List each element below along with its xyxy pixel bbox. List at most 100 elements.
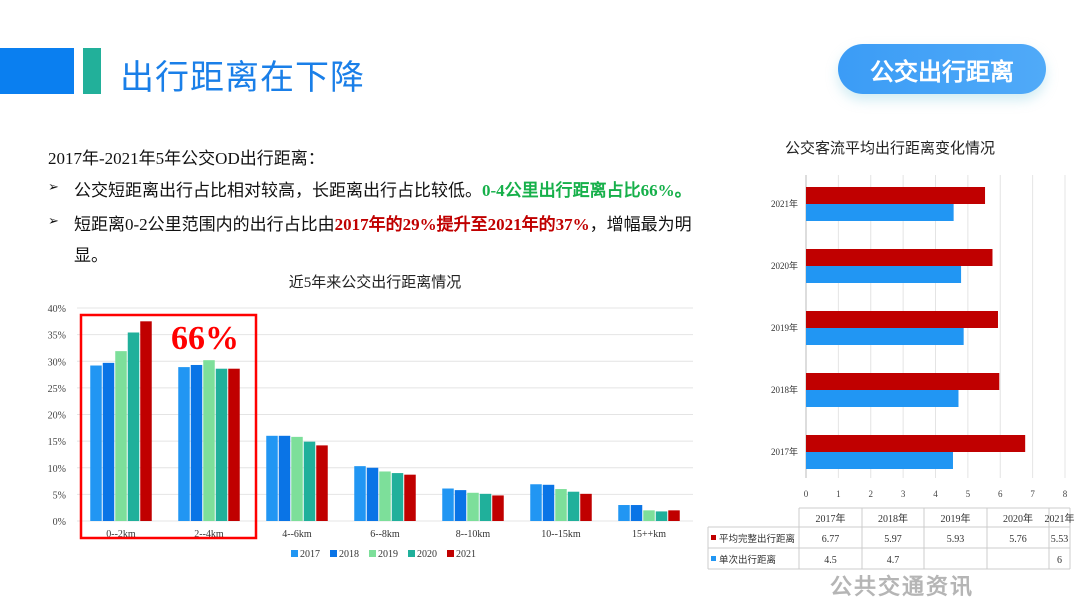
y-tick-label: 2019年 [771, 322, 798, 333]
x-tick-label: 1 [836, 489, 841, 499]
bar-2017 [178, 367, 190, 521]
bullet-2: ➢ 短距离0-2公里范围内的出行占比由2017年的29%提升至2021年的37%，… [48, 210, 692, 235]
legend-swatch [711, 535, 716, 540]
bar-2018 [454, 490, 467, 521]
bar-2021 [316, 445, 328, 521]
table-header: 2021年 [1045, 512, 1075, 525]
bar-2017 [442, 488, 454, 521]
bar-2018 [102, 362, 115, 521]
bar-2017 [354, 466, 366, 521]
bar-2020 [215, 368, 228, 521]
bar-avg-complete [806, 187, 986, 204]
table-header: 2020年 [1003, 512, 1033, 525]
bar-2018 [630, 505, 643, 521]
bullet-2-text: 短距离0-2公里范围内的出行占比由 [74, 215, 335, 234]
legend-label: 2017 [300, 549, 320, 560]
x-tick-label: 4--6km [282, 529, 312, 540]
x-tick-label: 8 [1063, 489, 1068, 499]
page-title: 出行距离在下降 [120, 58, 365, 98]
bar-2021 [668, 510, 680, 521]
x-tick-label: 2--4km [194, 529, 224, 540]
x-tick-label: 0 [804, 489, 809, 499]
y-tick-label: 20% [48, 411, 66, 422]
table-cell: 5.97 [884, 534, 902, 545]
arrow-bullet-icon: ➢ [48, 213, 59, 228]
bar-2017 [618, 505, 630, 521]
table-cell: 6.77 [822, 534, 840, 545]
watermark: 公共交通资讯 [830, 575, 975, 600]
bar-2019 [467, 492, 479, 521]
table-cell: 4.5 [824, 555, 837, 566]
table-header: 2019年 [941, 512, 971, 525]
bar-avg-complete [806, 373, 1000, 390]
bar-2020 [391, 473, 404, 521]
bar-2018 [278, 435, 291, 521]
y-tick-label: 25% [48, 384, 66, 395]
x-tick-label: 4 [933, 489, 938, 499]
bar-single-trip [806, 266, 962, 283]
y-tick-label: 2018年 [771, 384, 798, 395]
bar-single-trip [806, 452, 953, 469]
title-block-teal [83, 48, 101, 94]
bar-2018 [190, 364, 203, 521]
bullet-2-tail: ，增幅最为明 [589, 215, 692, 234]
y-tick-label: 2021年 [771, 198, 798, 209]
x-tick-label: 7 [1030, 489, 1035, 499]
bullet-2-highlight: 2017年的29%提升至2021年的37% [334, 215, 590, 234]
bar-2020 [655, 511, 668, 521]
x-tick-label: 6--8km [370, 529, 400, 540]
highlight-box [79, 313, 258, 540]
legend-label: 2018 [339, 549, 359, 560]
bar-2019 [555, 489, 567, 521]
y-tick-label: 10% [48, 464, 66, 475]
bar-2020 [567, 491, 580, 521]
bullet-1-text: 公交短距离出行占比相对较高，长距离出行占比较低。 [74, 181, 482, 200]
table-cell: 5.93 [947, 534, 965, 545]
x-tick-label: 2 [869, 489, 874, 499]
y-tick-label: 2020年 [771, 260, 798, 271]
bar-2019 [291, 436, 303, 521]
arrow-bullet-icon: ➢ [48, 179, 59, 194]
bar-2021 [404, 474, 416, 521]
bullet-1: ➢ 公交短距离出行占比相对较高，长距离出行占比较低。0-4公里出行距离占比66%。 [48, 176, 692, 201]
legend-label: 2020 [417, 549, 437, 560]
bar-2017 [530, 484, 542, 521]
bar-avg-complete [806, 249, 993, 266]
bar-2021 [228, 368, 240, 521]
table-row-label: 单次出行距离 [719, 554, 776, 566]
bar-2018 [366, 467, 379, 521]
bar-single-trip [806, 204, 954, 221]
legend-swatch [447, 550, 454, 557]
table-cell: 6 [1057, 555, 1062, 566]
bar-2021 [580, 493, 592, 521]
bar-avg-complete [806, 311, 998, 328]
legend-label: 2021 [456, 549, 476, 560]
bar-2019 [115, 351, 127, 521]
bar-2020 [303, 441, 316, 521]
annotation-66: 66% [171, 320, 239, 357]
intro-text: 2017年-2021年5年公交OD出行距离： [48, 149, 325, 168]
legend-label: 2019 [378, 549, 398, 560]
table-header: 2017年 [816, 512, 846, 525]
bullet-1-highlight: 0-4公里出行距离占比66%。 [482, 181, 692, 200]
bar-2019 [643, 510, 655, 521]
legend-swatch [408, 550, 415, 557]
x-tick-label: 5 [966, 489, 971, 499]
y-tick-label: 40% [48, 304, 66, 315]
bar-2018 [542, 484, 555, 521]
section-badge: 公交出行距离 [838, 44, 1046, 94]
y-tick-label: 2017年 [771, 446, 798, 457]
y-tick-label: 0% [53, 517, 66, 528]
legend-swatch [369, 550, 376, 557]
legend-swatch [291, 550, 298, 557]
x-tick-label: 6 [998, 489, 1003, 499]
x-tick-label: 8--10km [456, 529, 491, 540]
bullet-2-continuation: 显。 [74, 246, 108, 265]
y-tick-label: 30% [48, 357, 66, 368]
legend-swatch [330, 550, 337, 557]
x-tick-label: 10--15km [541, 529, 581, 540]
table-cell: 4.7 [887, 555, 900, 566]
bar-2017 [90, 365, 102, 521]
y-tick-label: 5% [53, 490, 66, 501]
right-chart-title: 公交客流平均出行距离变化情况 [784, 141, 995, 157]
